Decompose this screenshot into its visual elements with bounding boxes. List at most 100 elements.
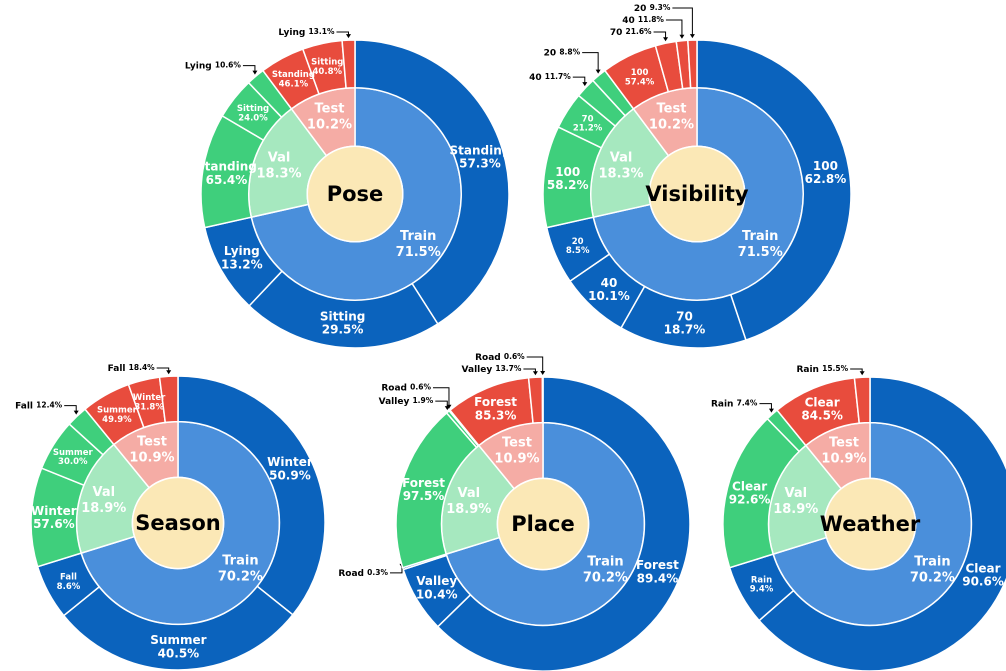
category-value-label: 18.7%: [664, 323, 706, 337]
callout-value: 13.1%: [308, 27, 335, 36]
callout-line: [336, 31, 349, 37]
callout-line: [389, 565, 403, 574]
callout-arrow: [540, 371, 546, 376]
callout-label: 70 21.6%: [610, 27, 652, 38]
callout-label: Lying 10.6%: [185, 61, 242, 72]
callout-value: 15.5%: [822, 364, 849, 373]
category-value-label: 50.9%: [269, 468, 311, 482]
category-label: Standing: [196, 160, 257, 174]
callout-arrow: [768, 408, 774, 413]
callout-value: 10.6%: [215, 61, 242, 70]
callout-line: [850, 368, 863, 374]
callout-category: Road: [381, 383, 407, 393]
split-value-label: 71.5%: [738, 245, 783, 260]
category-value-label: 8.5%: [566, 246, 590, 256]
callout-label: Road 0.6%: [475, 352, 525, 363]
split-value-label: 70.2%: [583, 570, 628, 585]
callout-category: Valley: [462, 365, 493, 375]
callout-label: Rain 15.5%: [796, 364, 848, 375]
split-value-label: 70.2%: [910, 570, 955, 585]
chart-title: Weather: [820, 512, 921, 536]
category-value-label: 84.5%: [801, 408, 843, 422]
callout-label: Road 0.3%: [338, 568, 388, 579]
callout-label: Valley 1.9%: [379, 396, 434, 407]
callout-line: [582, 52, 599, 72]
callout-line: [432, 387, 450, 407]
chart-title: Pose: [327, 182, 384, 206]
split-label: Val: [610, 150, 633, 165]
category-label: Clear: [966, 561, 1001, 575]
split-value-label: 71.5%: [396, 245, 441, 260]
category-label: Fall: [60, 572, 77, 582]
category-label: Sitting: [237, 104, 269, 114]
split-value-label: 10.2%: [649, 118, 694, 133]
category-value-label: 31.8%: [134, 402, 164, 412]
category-label: Rain: [751, 575, 772, 585]
category-value-label: 57.4%: [625, 77, 655, 87]
callout-category: Road: [338, 568, 364, 578]
split-value-label: 10.2%: [307, 118, 352, 133]
category-label: 100: [631, 68, 649, 78]
split-value-label: 10.9%: [821, 451, 866, 466]
split-value-label: 18.3%: [256, 166, 301, 181]
outer-sector: [177, 375, 326, 616]
callout-value: 9.3%: [650, 3, 671, 12]
callout-arrow: [532, 371, 538, 376]
category-value-label: 24.0%: [238, 113, 268, 123]
category-value-label: 40.8%: [313, 67, 343, 77]
split-label: Test: [657, 102, 687, 117]
category-label: 70: [676, 309, 693, 323]
category-label: Clear: [805, 395, 840, 409]
callout-arrow: [595, 69, 601, 74]
callout-line: [572, 76, 586, 85]
outer-sector: [696, 39, 852, 341]
category-label: Winter: [31, 504, 77, 518]
split-label: Test: [315, 102, 345, 117]
split-label: Train: [742, 229, 778, 244]
callout-category: 40: [622, 16, 635, 26]
callout-value: 0.6%: [504, 352, 525, 361]
category-label: Lying: [224, 244, 260, 258]
split-value-label: 18.3%: [598, 166, 643, 181]
outer-sector: [758, 376, 1006, 671]
category-value-label: 97.5%: [403, 489, 445, 503]
category-label: 70: [582, 114, 594, 124]
callout-label: Lying 13.1%: [278, 27, 335, 38]
outer-sector: [541, 376, 544, 424]
outer-sector: [687, 39, 698, 89]
callout-category: 20: [544, 48, 557, 58]
callout-category: Fall: [108, 364, 126, 374]
callout-category: Rain: [796, 365, 819, 375]
callout-label: Road 0.6%: [381, 383, 431, 394]
category-value-label: 10.4%: [416, 587, 458, 601]
category-label: 100: [813, 159, 838, 173]
callout-line: [526, 356, 544, 373]
category-value-label: 46.1%: [279, 80, 309, 90]
category-label: 100: [555, 165, 580, 179]
callout-value: 11.8%: [638, 15, 665, 24]
split-label: Val: [268, 150, 291, 165]
outer-sector: [436, 376, 691, 671]
split-value-label: 70.2%: [218, 569, 263, 584]
category-label: Clear: [732, 479, 767, 493]
callout-label: Valley 13.7%: [462, 364, 522, 375]
callout-category: Road: [475, 353, 501, 363]
chart-title: Place: [511, 512, 574, 536]
callout-label: 40 11.8%: [622, 15, 664, 26]
callout-category: 20: [634, 4, 647, 14]
callout-line: [242, 65, 256, 73]
split-label: Val: [92, 485, 115, 500]
category-label: Sitting: [320, 309, 365, 323]
category-label: Standing: [449, 143, 510, 157]
category-label: Valley: [416, 574, 457, 588]
callout-line: [759, 403, 772, 411]
callout-value: 18.4%: [129, 363, 156, 372]
callout-value: 0.6%: [410, 383, 431, 392]
split-label: Train: [914, 554, 950, 569]
category-value-label: 29.5%: [322, 323, 364, 337]
split-label: Train: [222, 553, 258, 568]
callout-arrow: [689, 34, 695, 39]
chart-title: Season: [135, 511, 220, 535]
category-label: Winter: [133, 393, 166, 403]
split-label: Val: [784, 486, 807, 501]
